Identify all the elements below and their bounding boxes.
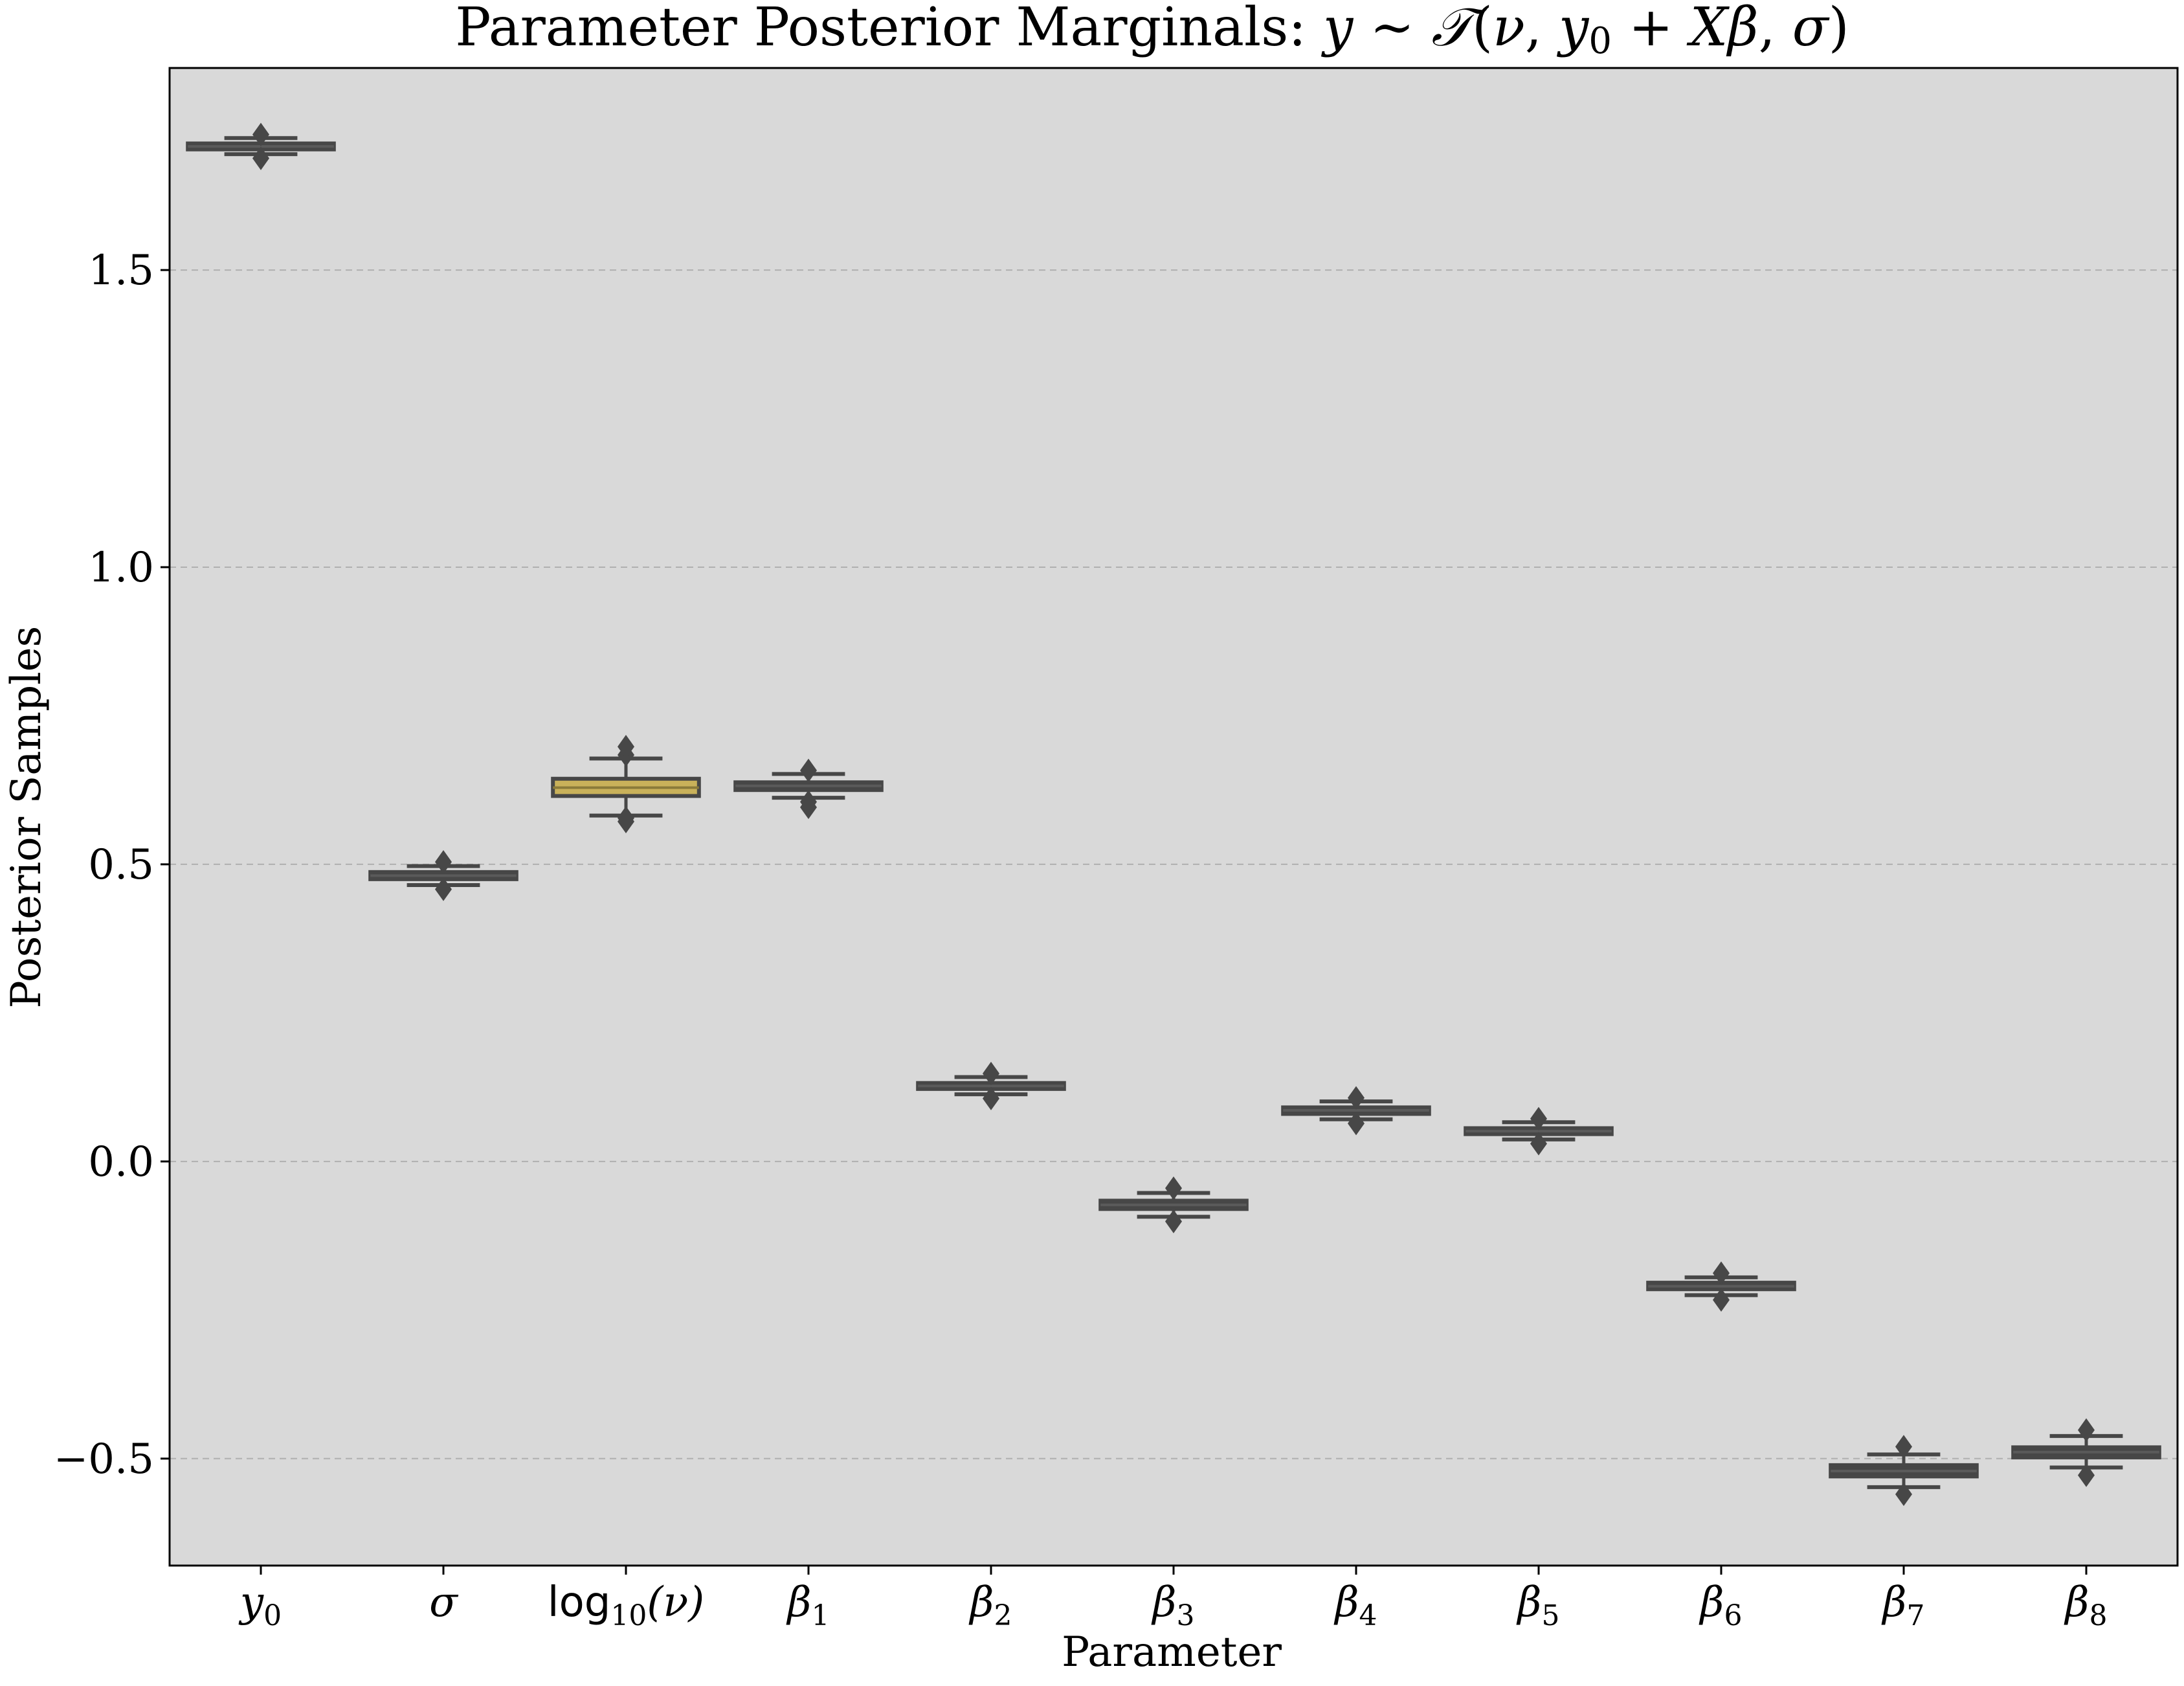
outlier-point	[983, 1086, 999, 1110]
y-tick-label: 0.0	[88, 1138, 154, 1186]
outlier-point	[618, 734, 634, 759]
box-series	[186, 122, 2161, 1507]
box-9	[1829, 1435, 1979, 1507]
outlier-point	[983, 1061, 999, 1086]
outlier-point	[1895, 1482, 1912, 1507]
box-8	[1646, 1261, 1796, 1312]
box-10	[2011, 1418, 2161, 1487]
x-tick-label: β5	[1517, 1579, 1560, 1632]
x-tick-label: log10(ν)	[548, 1579, 704, 1632]
box-5	[1098, 1176, 1249, 1233]
outlier-point	[2078, 1418, 2095, 1442]
box-3	[733, 758, 884, 820]
outlier-point	[1165, 1209, 1182, 1233]
y-axis: −0.5 0.0 0.5 1.0 1.5	[54, 247, 170, 1483]
outlier-point	[2078, 1463, 2095, 1487]
box-1	[368, 850, 518, 901]
y-tick-label: 1.0	[88, 544, 154, 592]
outlier-point	[252, 122, 269, 146]
outlier-point	[435, 850, 452, 874]
outlier-point	[618, 806, 634, 830]
x-tick-label: β8	[2064, 1579, 2108, 1632]
outlier-point	[1713, 1288, 1730, 1312]
axes-frame	[168, 67, 2179, 1567]
outlier-point	[435, 877, 452, 901]
outlier-point	[252, 146, 269, 170]
x-tick-label: β4	[1334, 1579, 1377, 1632]
x-tick-label: β7	[1882, 1579, 1925, 1632]
x-tick-label: β2	[969, 1579, 1012, 1632]
grid-lines	[170, 269, 2178, 1459]
box-4	[916, 1061, 1066, 1110]
outlier-point	[800, 790, 817, 814]
x-tick-label: β1	[786, 1579, 830, 1632]
y-axis-label: Posterior Samples	[3, 626, 50, 1009]
y-tick-label: −0.5	[54, 1435, 154, 1483]
y-tick-label: 1.5	[88, 247, 154, 295]
box-2	[551, 734, 701, 834]
outlier-point	[800, 758, 817, 783]
plot-area	[170, 68, 2178, 1566]
outlier-point	[1713, 1261, 1730, 1285]
outlier-point	[1165, 1176, 1182, 1200]
chart-title: Parameter Posterior Marginals: y ∼ 𝒯(ν, …	[455, 0, 1849, 62]
outlier-point	[1530, 1132, 1547, 1156]
box-6	[1281, 1086, 1431, 1136]
box-0	[186, 122, 336, 170]
x-tick-label: σ	[429, 1579, 459, 1626]
x-tick-label: β6	[1699, 1579, 1743, 1632]
box-7	[1464, 1107, 1614, 1156]
x-tick-label: β3	[1152, 1579, 1195, 1632]
x-axis: y0 σ log10(ν) β1 β2 β3 β4 β5 β6 β7 β8	[238, 1566, 2108, 1632]
outlier-point	[1530, 1107, 1547, 1130]
outlier-point	[1895, 1435, 1912, 1459]
x-axis-label: Parameter	[1062, 1628, 1282, 1676]
y-tick-label: 0.5	[88, 841, 154, 889]
outlier-point	[1348, 1111, 1365, 1136]
x-tick-label: y0	[238, 1579, 282, 1632]
outlier-point	[1348, 1086, 1365, 1110]
